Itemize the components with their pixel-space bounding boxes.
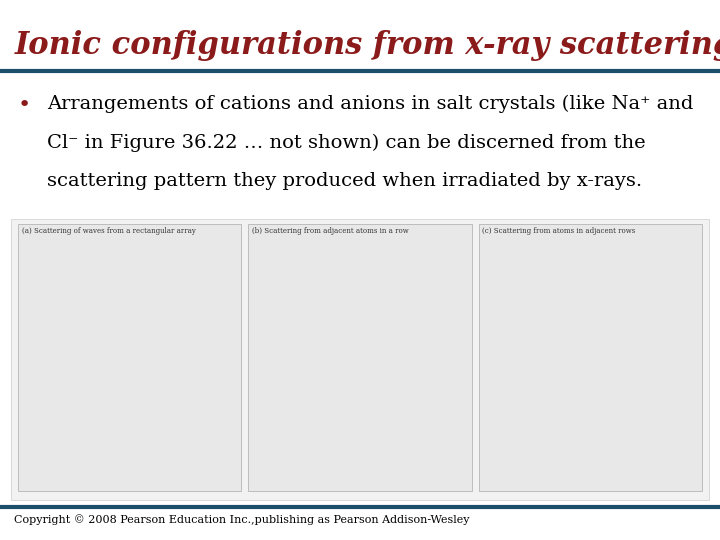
Bar: [18, 224, 241, 491]
Text: (a) Scattering of waves from a rectangular array: (a) Scattering of waves from a rectangul…: [22, 227, 195, 235]
Text: (b) Scattering from adjacent atoms in a row: (b) Scattering from adjacent atoms in a …: [252, 227, 409, 235]
Text: Cl⁻ in Figure 36.22 … not shown) can be discerned from the: Cl⁻ in Figure 36.22 … not shown) can be …: [47, 133, 645, 152]
Text: scattering pattern they produced when irradiated by x-rays.: scattering pattern they produced when ir…: [47, 172, 642, 190]
Text: Ionic configurations from x-ray scattering: Ionic configurations from x-ray scatteri…: [14, 30, 720, 60]
Bar: [11, 219, 709, 500]
Text: Copyright © 2008 Pearson Education Inc.,publishing as Pearson Addison-Wesley: Copyright © 2008 Pearson Education Inc.,…: [14, 514, 470, 525]
Text: •: •: [18, 94, 31, 114]
Bar: [248, 224, 472, 491]
Bar: [479, 224, 702, 491]
Text: Arrangements of cations and anions in salt crystals (like Na⁺ and: Arrangements of cations and anions in sa…: [47, 94, 693, 113]
Text: (c) Scattering from atoms in adjacent rows: (c) Scattering from atoms in adjacent ro…: [482, 227, 636, 235]
